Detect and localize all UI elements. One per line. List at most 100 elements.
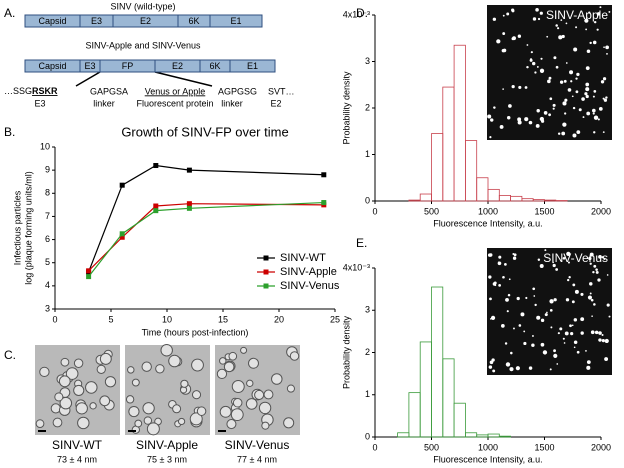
fluorescent-spot: [537, 258, 541, 261]
image-size: 77 ± 4 nm: [237, 454, 277, 464]
junction-seq: Venus or Apple: [145, 86, 206, 96]
fluorescent-spot: [539, 11, 543, 15]
fluorescent-spot: [593, 131, 596, 134]
segment-label: 6K: [209, 61, 220, 71]
virion: [73, 358, 84, 368]
genome-segment: [209, 14, 263, 28]
legend-label: SINV-Venus: [280, 280, 340, 292]
histogram-bar: [453, 402, 466, 438]
fluorescent-spot: [571, 300, 575, 304]
virion: [141, 361, 152, 372]
fluorescent-spot: [536, 109, 540, 113]
fluorescent-spot: [498, 261, 500, 264]
point: [86, 268, 92, 274]
virion: [232, 397, 243, 408]
virion: [248, 357, 259, 369]
fluorescent-spot: [502, 275, 505, 279]
y-tick-label: 10: [40, 141, 50, 151]
virion: [96, 364, 106, 374]
fluorescent-spot: [582, 116, 585, 119]
fluorescent-spot: [553, 298, 557, 302]
virion: [196, 406, 207, 416]
x-axis-label: Fluorescence Intensity, a.u.: [433, 454, 542, 464]
fluorescent-spot: [567, 278, 570, 282]
y-tick-label: 4: [45, 280, 50, 290]
virion: [143, 416, 153, 425]
fluorescent-spot: [490, 118, 494, 122]
virion: [216, 368, 228, 380]
fluorescent-spot: [603, 46, 605, 49]
fluorescent-spot: [548, 76, 552, 80]
virion: [219, 357, 227, 365]
fluorescent-spot: [567, 261, 570, 264]
fluorescent-spot: [489, 318, 492, 320]
x-tick-label: 20: [274, 314, 284, 324]
fluorescent-spot: [501, 48, 506, 53]
fluorescent-spot: [603, 98, 608, 102]
fluorescent-spot: [546, 35, 549, 38]
virion: [191, 390, 202, 400]
image-caption: SINV-Venus: [225, 438, 290, 452]
fluorescent-spot: [535, 124, 540, 128]
fluorescent-spot: [604, 338, 609, 344]
fluorescent-spot: [535, 8, 539, 12]
fluorescent-spot: [491, 358, 495, 362]
fluorescent-spot: [602, 77, 607, 81]
y-tick-label: 3: [365, 305, 370, 315]
fluorescent-spot: [576, 130, 581, 135]
fluorescent-spot: [549, 308, 553, 312]
image-caption: SINV-Apple: [136, 438, 198, 452]
fluorescent-spot: [580, 292, 584, 296]
histogram-bar: [408, 392, 421, 438]
fluorescent-spot: [492, 17, 497, 21]
fluorescent-spot: [506, 310, 509, 313]
histogram-bar: [431, 286, 444, 438]
fluorescent-spot: [595, 270, 599, 274]
fluorescent-spot: [569, 324, 572, 328]
virion: [75, 402, 88, 415]
fluorescent-spot: [544, 313, 548, 317]
virion: [104, 376, 117, 388]
fluorescent-spot: [553, 353, 558, 358]
image-caption: SINV-WT: [52, 438, 103, 452]
virion: [289, 351, 300, 361]
fluorescent-spot: [507, 293, 511, 297]
fluorescent-spot: [585, 350, 587, 352]
histogram-bar: [442, 358, 455, 438]
virion: [142, 402, 155, 415]
fluorescent-spot: [605, 96, 608, 99]
fluorescent-spot: [553, 349, 556, 353]
fluorescent-spot: [589, 262, 592, 265]
histogram-bar: [397, 432, 410, 438]
fluorescent-spot: [593, 90, 597, 93]
segment-label: E1: [247, 61, 258, 71]
fluorescent-spot: [524, 117, 529, 122]
legend-marker: [263, 283, 269, 289]
fluorescent-spot: [562, 122, 567, 127]
fluorescent-spot: [585, 87, 590, 92]
point: [153, 163, 159, 169]
y-tick-label: 7: [45, 211, 50, 221]
virion: [240, 346, 248, 354]
fluorescent-spot: [586, 49, 591, 54]
point: [119, 234, 125, 240]
legend-marker: [263, 255, 269, 261]
fluorescent-spot: [513, 327, 515, 330]
fluorescent-spot: [540, 342, 545, 347]
fluorescent-spot: [505, 362, 511, 367]
fluorescent-spot: [561, 34, 565, 39]
fluorescent-spot: [586, 111, 591, 116]
fluorescent-spot: [540, 57, 543, 60]
histogram-bar: [464, 432, 478, 438]
virion: [191, 358, 204, 372]
point: [321, 200, 327, 206]
virion: [99, 395, 111, 407]
fluorescent-spot: [517, 117, 522, 122]
fluorescent-spot: [578, 108, 582, 112]
virion: [85, 381, 98, 394]
fluorescent-spot: [505, 297, 509, 302]
virion: [131, 378, 140, 387]
panel-label: A.: [4, 6, 15, 20]
histogram-bar: [510, 195, 523, 202]
histogram-bar: [498, 195, 511, 202]
